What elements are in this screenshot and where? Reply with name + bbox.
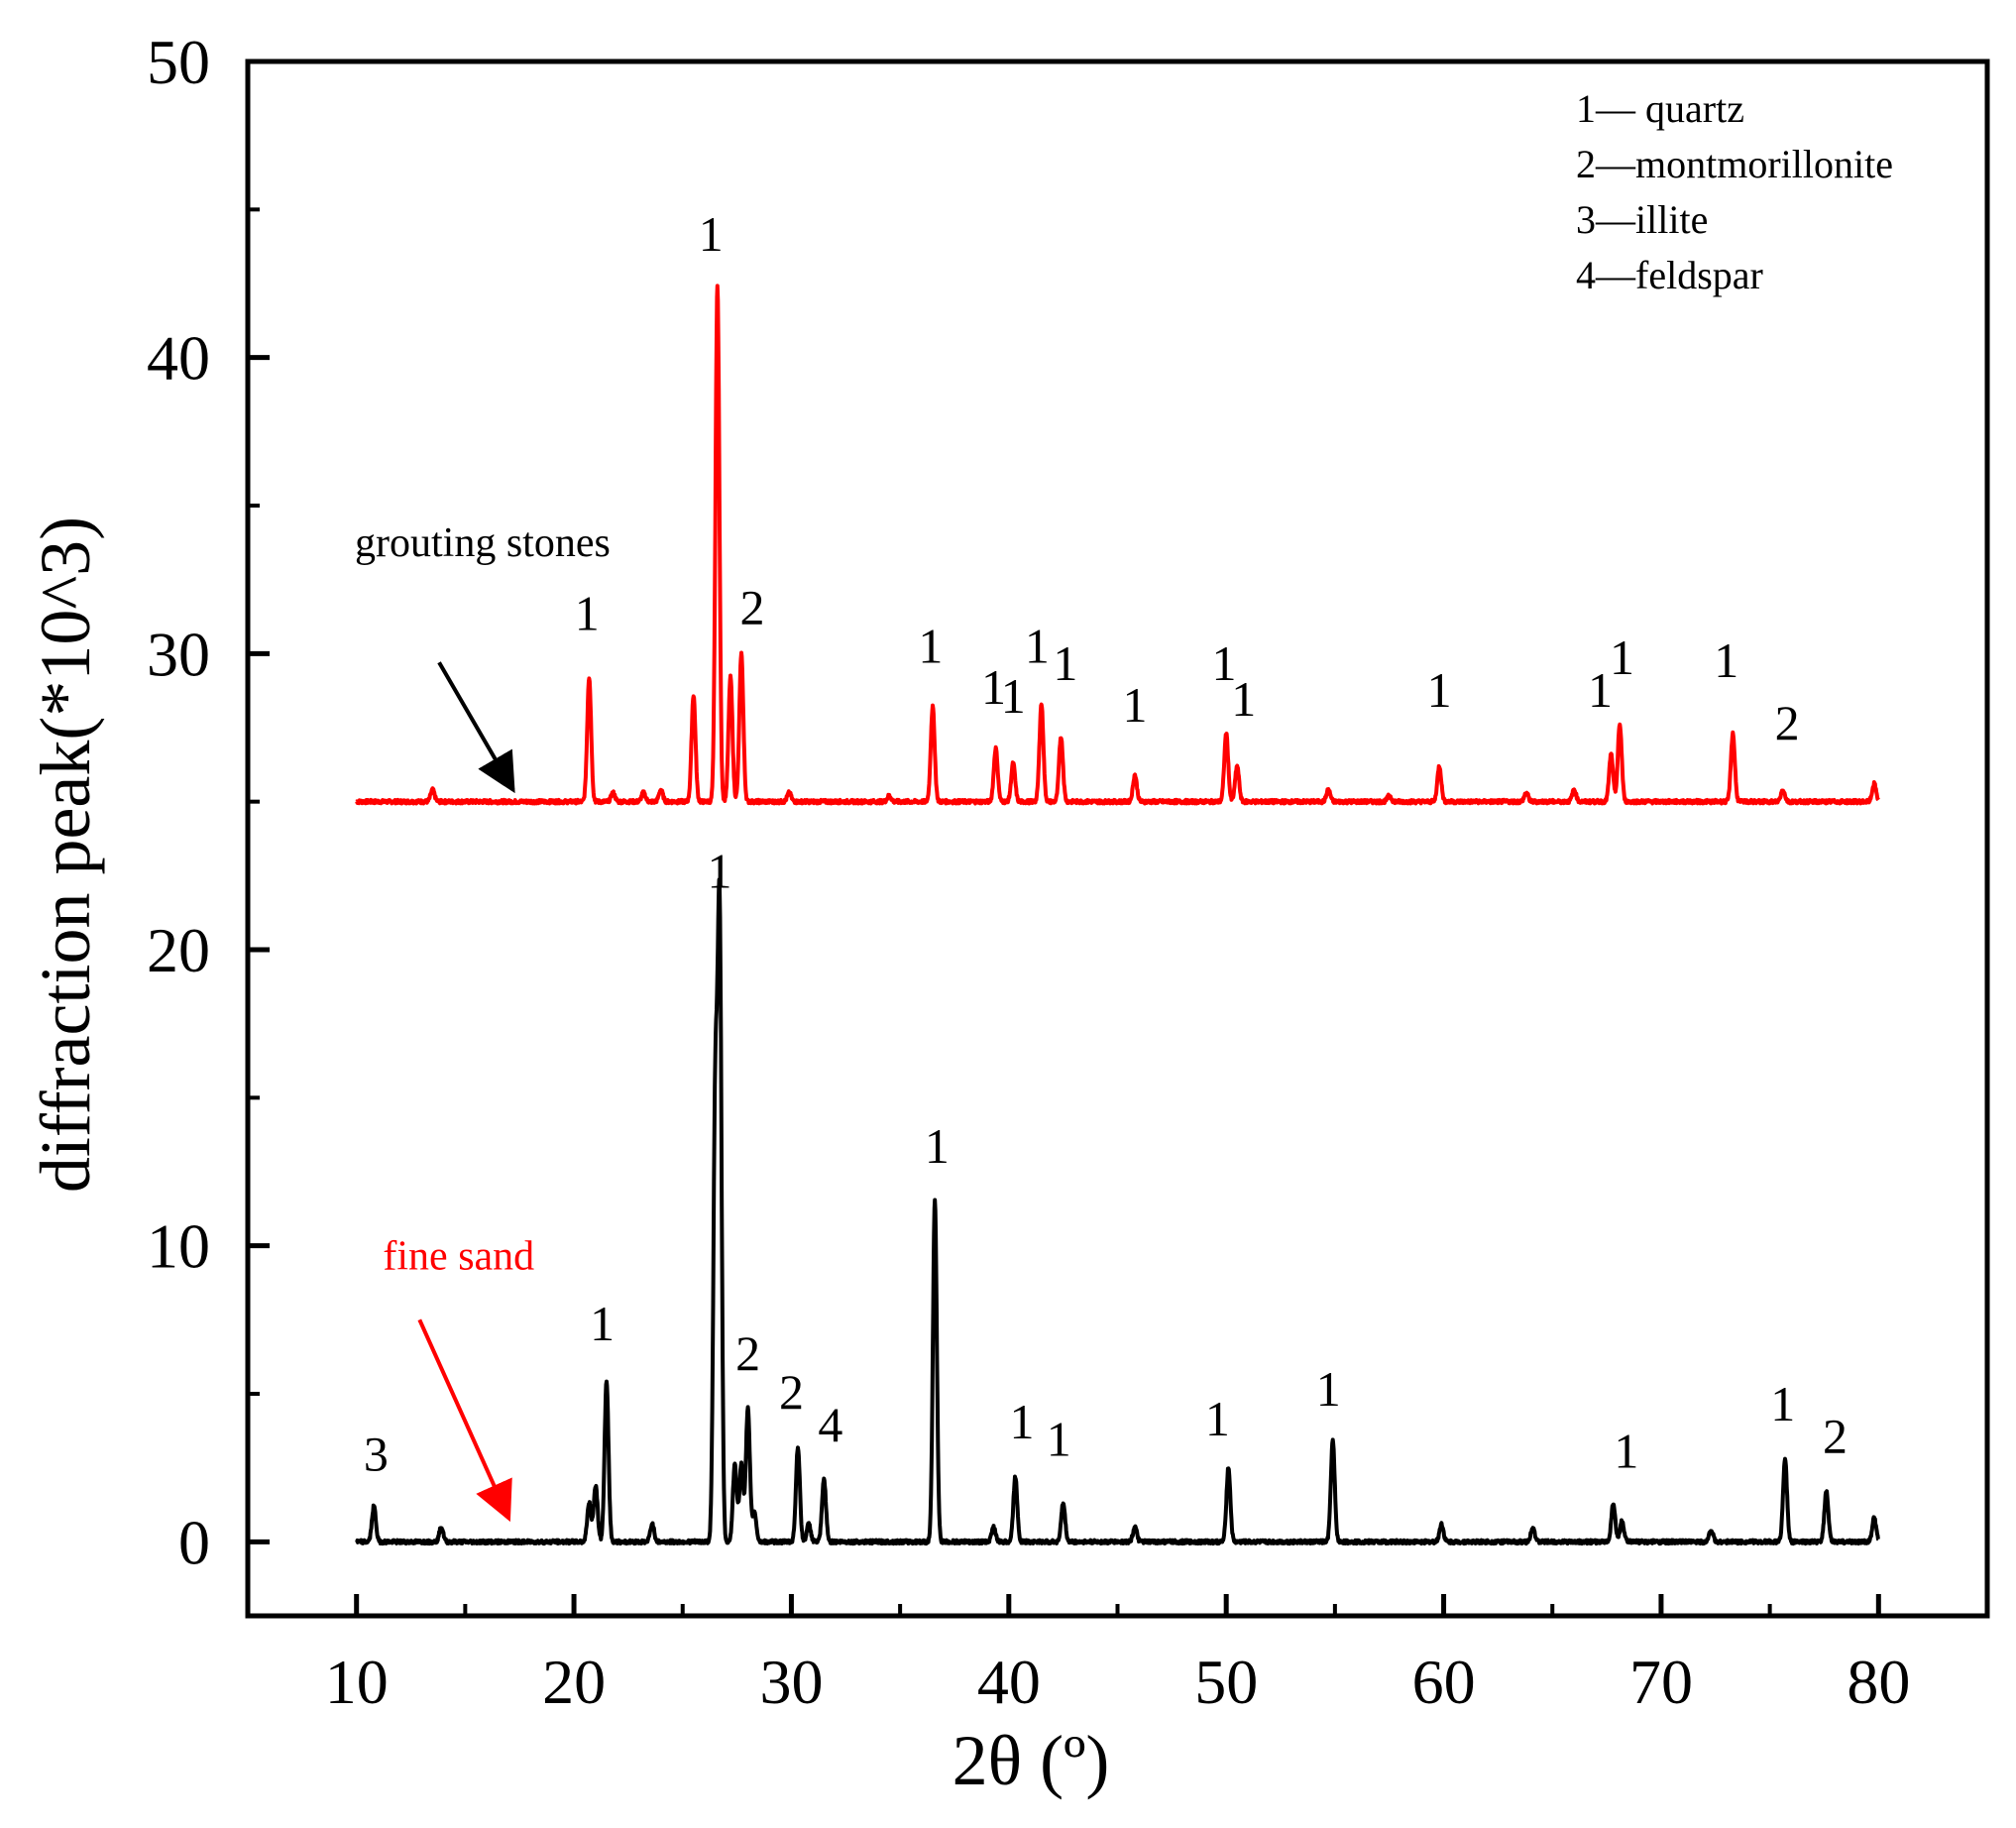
x-tick-label: 20 — [542, 1647, 606, 1717]
y-tick-label: 10 — [147, 1211, 210, 1282]
annotation-grouting-stones: grouting stones — [355, 520, 611, 566]
x-tick-label: 30 — [759, 1647, 823, 1717]
annotation-arrow — [437, 661, 515, 794]
legend-entry: 2—montmorillonite — [1576, 142, 1893, 186]
peak-label: 1 — [925, 1118, 950, 1174]
x-tick-label: 60 — [1412, 1647, 1476, 1717]
peak-label: 1 — [1205, 1391, 1230, 1446]
peak-label: 1 — [1427, 662, 1452, 718]
peak-label: 1 — [1588, 662, 1613, 718]
peak-label: 1 — [1316, 1361, 1341, 1417]
annotation-arrow — [417, 1318, 512, 1523]
peak-label: 4 — [818, 1397, 842, 1452]
x-tick-label: 70 — [1629, 1647, 1693, 1717]
legend-entry: 4—feldspar — [1576, 253, 1763, 297]
peak-label: 1 — [1614, 1424, 1638, 1479]
peak-label: 1 — [1009, 1394, 1034, 1449]
peak-label: 1 — [1231, 671, 1256, 727]
annotation-layer: grouting stones fine sand — [355, 520, 611, 1523]
series-layer — [355, 284, 1880, 1546]
legend-entry: 1— quartz — [1576, 86, 1744, 131]
y-axis-title: diffraction peak(*10^3) — [26, 516, 105, 1193]
peak-label: 1 — [1211, 635, 1236, 691]
peak-label: 2 — [735, 1325, 760, 1381]
x-tick-label: 50 — [1194, 1647, 1258, 1717]
peak-label: 1 — [1001, 668, 1026, 724]
peak-label: 1 — [1025, 618, 1050, 673]
peak-label: 1 — [1610, 629, 1634, 685]
legend-entry: 3—illite — [1576, 197, 1708, 242]
peak-label: 1 — [981, 659, 1006, 715]
x-tick-label: 10 — [325, 1647, 389, 1717]
peak-label: 2 — [1775, 695, 1800, 750]
peak-label: 1 — [1770, 1376, 1795, 1431]
peak-label: 1 — [575, 585, 600, 640]
y-tick-label: 40 — [147, 323, 210, 394]
peak-label: 2 — [1823, 1409, 1848, 1464]
x-axis-title: 2θ (º) — [952, 1721, 1110, 1800]
peak-label: 2 — [779, 1364, 804, 1420]
peak-label: 1 — [918, 618, 943, 673]
peak-label: 1 — [1053, 635, 1077, 691]
annotation-fine-sand: fine sand — [383, 1234, 534, 1280]
y-tick-label: 50 — [147, 27, 210, 97]
series-line-grouting-stones — [355, 284, 1880, 806]
y-tick-label: 0 — [178, 1507, 210, 1577]
series-line-fine-sand — [355, 877, 1880, 1546]
y-tick-label: 20 — [147, 915, 210, 985]
peak-label: 3 — [364, 1427, 389, 1482]
peak-label: 1 — [590, 1296, 615, 1351]
x-tick-label: 80 — [1847, 1647, 1910, 1717]
peak-label: 1 — [1714, 632, 1738, 688]
peak-label: 1 — [699, 206, 724, 262]
peak-label: 1 — [708, 843, 732, 898]
y-tick-label: 30 — [147, 619, 210, 689]
x-tick-label: 40 — [977, 1647, 1041, 1717]
peak-label: 1 — [1047, 1412, 1071, 1467]
peak-label: 1 — [1123, 677, 1148, 733]
tick-layer: 10 20 30 40 50 60 70 80 0 10 20 30 40 50 — [147, 27, 1910, 1717]
legend: 1— quartz 2—montmorillonite 3—illite 4—feld… — [1576, 86, 1893, 297]
peak-label: 2 — [739, 579, 764, 634]
